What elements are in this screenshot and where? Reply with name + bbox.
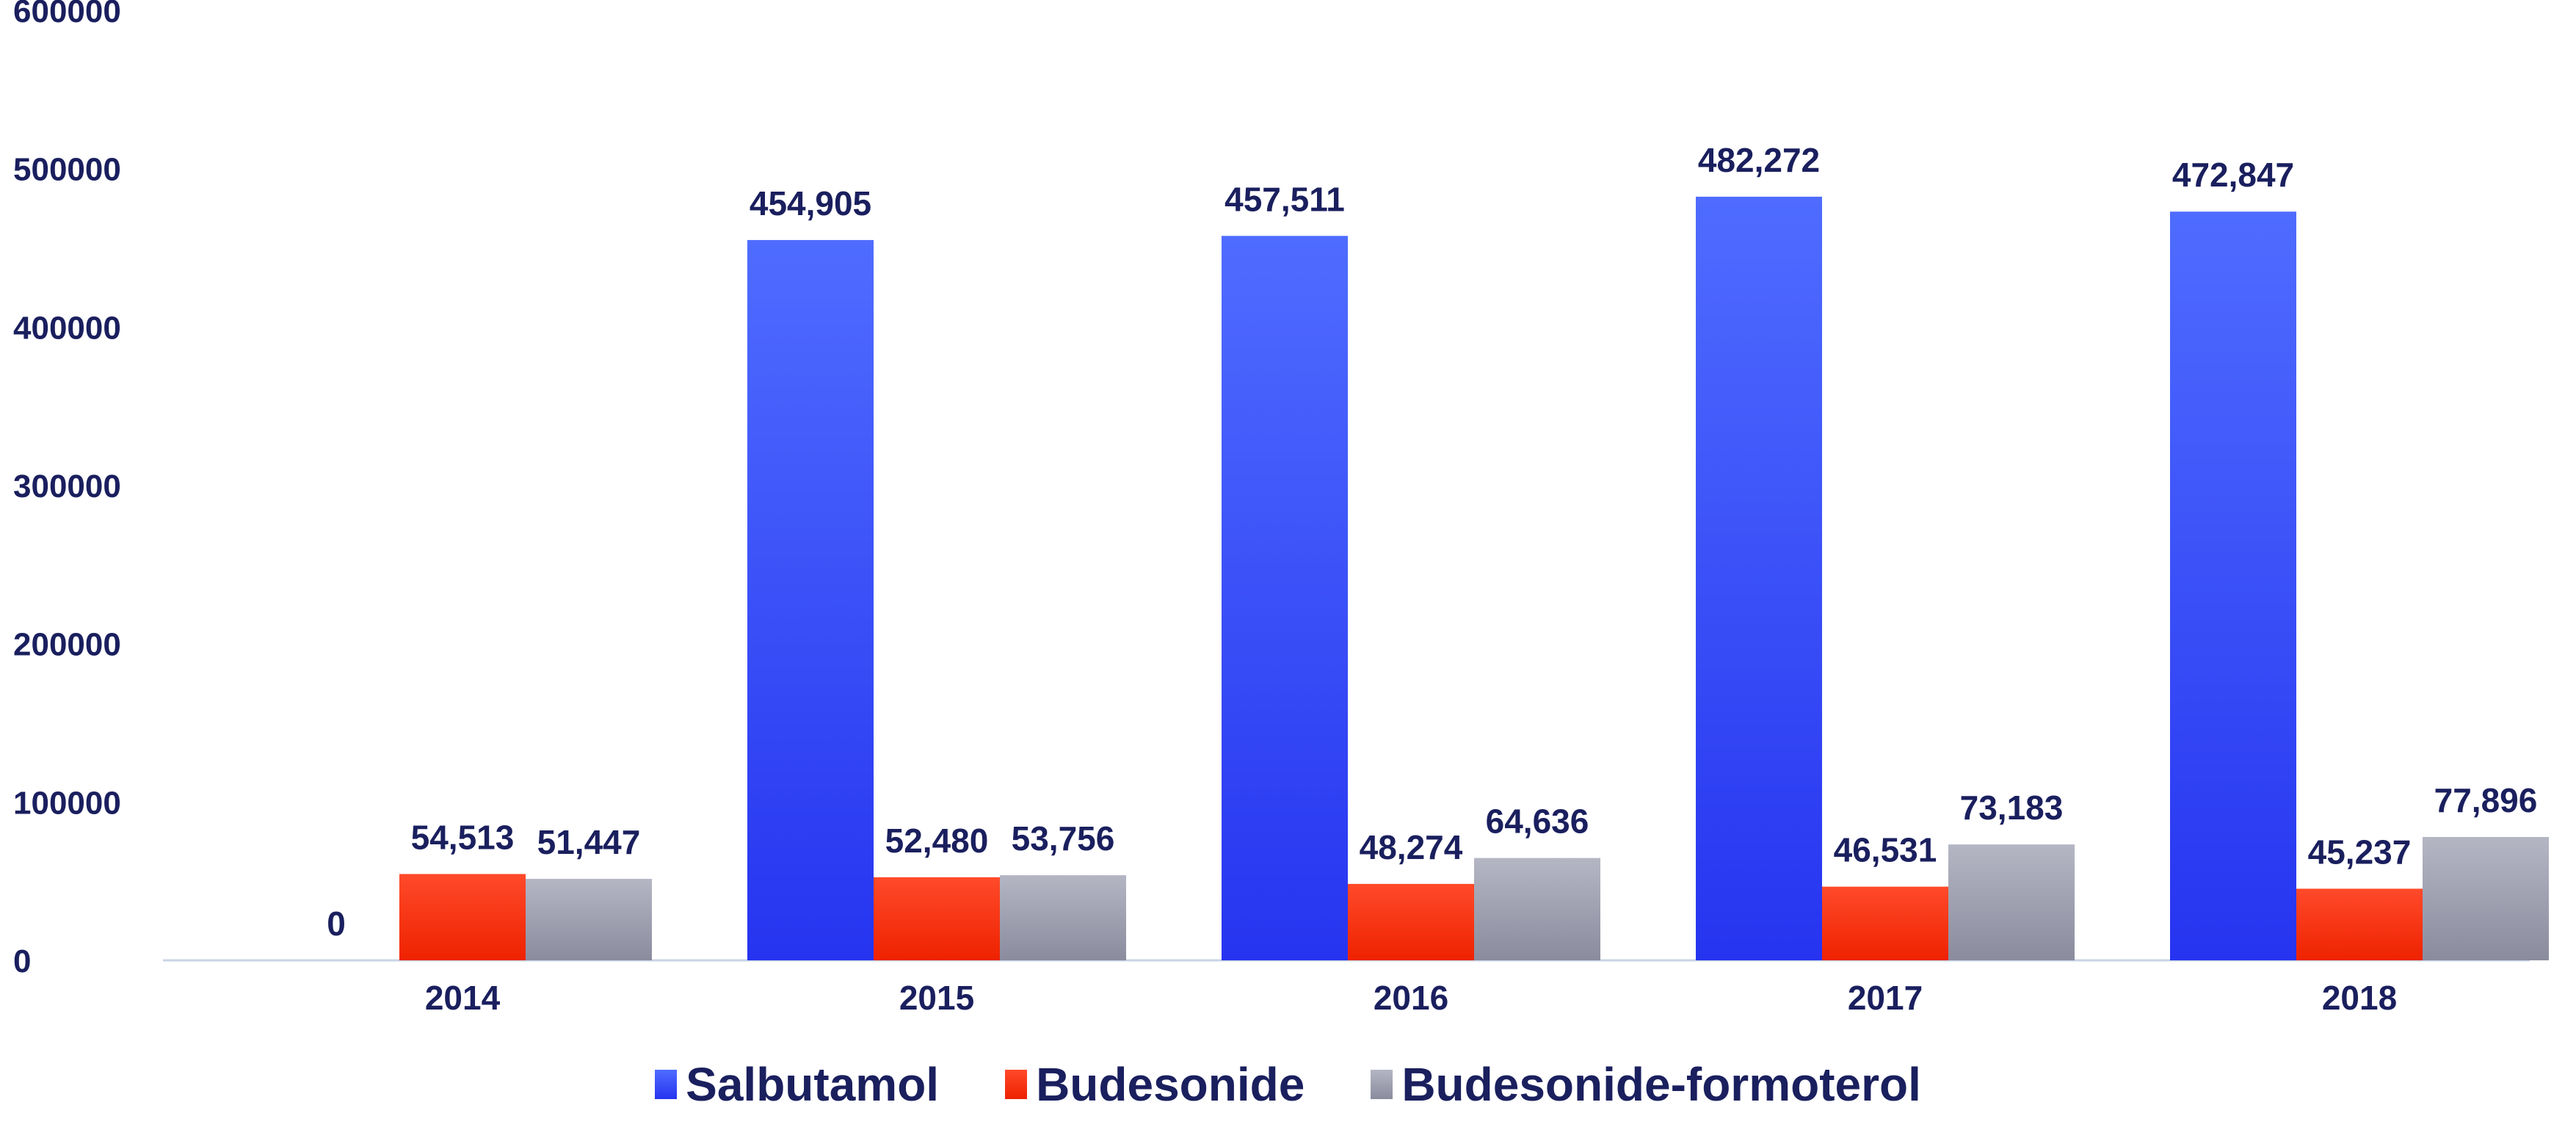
legend-swatch-budesonide-formoterol xyxy=(1371,1070,1393,1099)
y-tick-label: 600000 xyxy=(13,0,121,29)
data-label-salbutamol-2018: 472,847 xyxy=(2172,156,2294,194)
bar-budesonide-2017 xyxy=(1822,886,1948,960)
x-axis-labels: 2014 2015 2016 2017 2018 xyxy=(425,979,2397,1017)
bar-budesonide-formoterol-2017 xyxy=(1948,844,2075,960)
bar-budesonide-formoterol-2018 xyxy=(2423,837,2549,960)
data-label-budesonide-2016: 48,274 xyxy=(1360,828,1463,866)
data-label-budesonide-2015: 52,480 xyxy=(885,822,989,860)
legend-item-budesonide-formoterol: Budesonide-formoterol xyxy=(1371,1057,1921,1112)
bar-budesonide-2014 xyxy=(399,874,526,960)
bar-budesonide-formoterol-2016 xyxy=(1474,858,1600,960)
bar-salbutamol-2016 xyxy=(1222,236,1348,960)
data-label-budesonide-formoterol-2016: 64,636 xyxy=(1486,802,1589,841)
data-labels: 0 54,513 51,447 454,905 52,480 53,756 457,511 4… xyxy=(327,141,2537,943)
y-tick-label: 400000 xyxy=(13,310,121,346)
x-tick-label-2017: 2017 xyxy=(1848,979,1923,1017)
data-label-budesonide-formoterol-2015: 53,756 xyxy=(1012,819,1115,858)
data-label-budesonide-formoterol-2018: 77,896 xyxy=(2434,781,2538,819)
y-tick-label: 500000 xyxy=(13,152,121,188)
data-label-budesonide-formoterol-2017: 73,183 xyxy=(1960,789,2064,827)
bars xyxy=(399,196,2549,961)
bar-budesonide-formoterol-2014 xyxy=(526,879,652,960)
legend-label-salbutamol: Salbutamol xyxy=(686,1058,940,1111)
y-axis-ticks: 0 100000 200000 300000 400000 500000 600000 xyxy=(13,0,121,979)
data-label-salbutamol-2016: 457,511 xyxy=(1224,180,1345,218)
bar-budesonide-2018 xyxy=(2296,888,2423,960)
data-label-budesonide-formoterol-2014: 51,447 xyxy=(537,823,641,861)
data-label-budesonide-2014: 54,513 xyxy=(411,818,515,856)
data-label-budesonide-2017: 46,531 xyxy=(1834,831,1937,869)
data-label-salbutamol-2015: 454,905 xyxy=(750,184,871,222)
legend-label-budesonide-formoterol: Budesonide-formoterol xyxy=(1401,1058,1921,1111)
data-label-budesonide-2018: 45,237 xyxy=(2308,833,2412,871)
data-label-salbutamol-2017: 482,272 xyxy=(1698,141,1820,179)
legend-item-budesonide: Budesonide xyxy=(1005,1057,1305,1112)
y-tick-label: 100000 xyxy=(13,785,121,821)
x-tick-label-2015: 2015 xyxy=(899,979,974,1017)
data-label-salbutamol-2014: 0 xyxy=(327,905,346,943)
legend-item-salbutamol: Salbutamol xyxy=(655,1057,939,1112)
legend-swatch-salbutamol xyxy=(655,1070,678,1099)
bar-budesonide-formoterol-2015 xyxy=(1000,875,1126,960)
legend: Salbutamol Budesonide Budesonide-formote… xyxy=(0,1051,2576,1117)
bar-budesonide-2015 xyxy=(874,877,1000,960)
legend-swatch-budesonide xyxy=(1005,1070,1028,1099)
x-tick-label-2016: 2016 xyxy=(1374,979,1448,1017)
x-tick-label-2014: 2014 xyxy=(425,979,501,1017)
bar-salbutamol-2017 xyxy=(1696,196,1822,961)
x-tick-label-2018: 2018 xyxy=(2322,979,2397,1017)
y-tick-label: 300000 xyxy=(13,468,121,504)
y-tick-label: 200000 xyxy=(13,627,121,663)
legend-label-budesonide: Budesonide xyxy=(1036,1058,1305,1111)
y-tick-label: 0 xyxy=(13,943,31,979)
bar-salbutamol-2018 xyxy=(2170,211,2296,960)
bar-budesonide-2016 xyxy=(1348,883,1474,960)
bar-salbutamol-2015 xyxy=(747,239,874,961)
